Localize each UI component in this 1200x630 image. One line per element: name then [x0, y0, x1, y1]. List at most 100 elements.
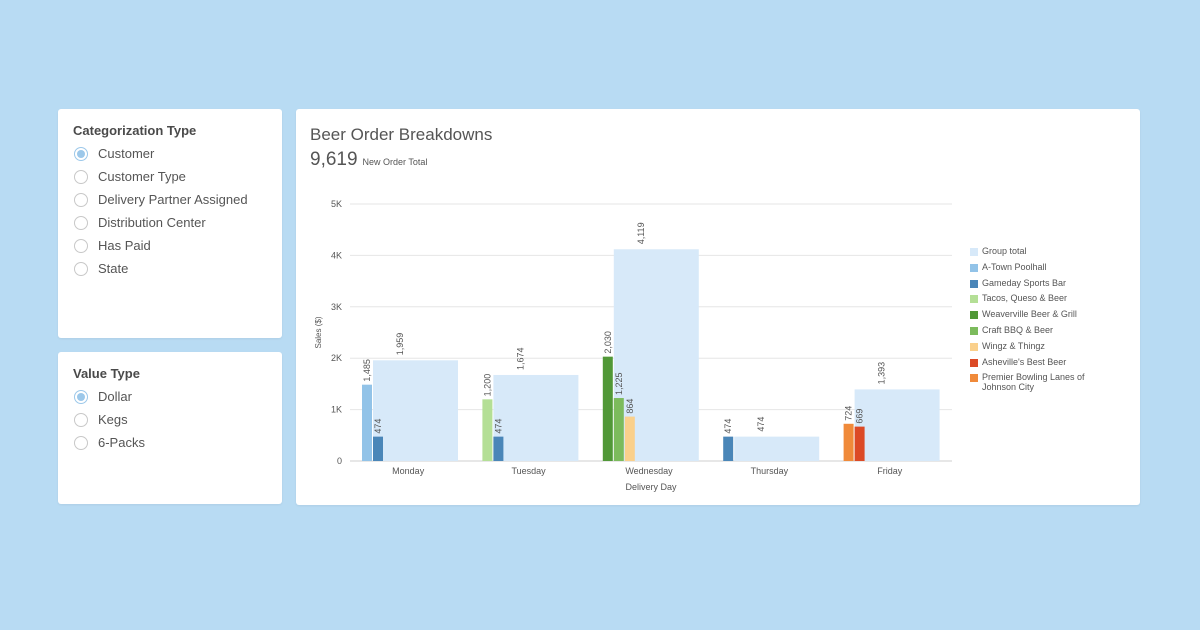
radio-button-selected[interactable] [74, 146, 88, 161]
x-tick-label: Tuesday [512, 466, 547, 476]
legend-label: Wingz & Thingz [982, 340, 1045, 351]
chart-title: Beer Order Breakdowns [310, 125, 493, 144]
bar-gameday-sports-bar-tuesday [493, 436, 504, 461]
x-tick-label: Wednesday [625, 466, 673, 476]
legend-item-tacos-queso-beer[interactable]: Tacos, Queso & Beer [970, 293, 1120, 309]
radio-button[interactable] [74, 261, 88, 276]
chart-panel: Beer Order Breakdowns 9,619 New Order To… [296, 109, 1140, 505]
y-tick-label: 5K [331, 199, 342, 209]
y-tick-label: 0 [337, 456, 342, 466]
data-label: 474 [373, 419, 383, 434]
data-label-group-total: 474 [756, 417, 766, 432]
bar-group-total-thursday [734, 436, 820, 461]
categorization-option-has-paid[interactable]: Has Paid [74, 234, 248, 257]
legend-item-gameday-sports-bar[interactable]: Gameday Sports Bar [970, 278, 1120, 294]
bar-craft-bbq-beer-wednesday [613, 398, 624, 461]
bar-weaverville-beer-grill-wednesday [602, 356, 613, 461]
radio-button[interactable] [74, 215, 88, 230]
bar-group-total-monday [373, 360, 458, 461]
radio-button[interactable] [74, 238, 88, 253]
radio-label: Dollar [98, 389, 132, 404]
legend-swatch [970, 326, 978, 335]
order-total-value: 9,619 [310, 149, 358, 170]
categorization-option-distribution-center[interactable]: Distribution Center [74, 211, 248, 234]
data-label-group-total: 4,119 [636, 222, 646, 244]
bar-group-total-tuesday [493, 374, 579, 461]
value-type-option-6-packs[interactable]: 6-Packs [74, 431, 145, 454]
data-label: 2,030 [603, 331, 613, 354]
value-type-option-dollar[interactable]: Dollar [74, 385, 145, 408]
bar-tacos-queso-beer-tuesday [482, 399, 493, 461]
bar-a-town-poolhall-monday [362, 384, 372, 461]
legend-label: Weaverville Beer & Grill [982, 309, 1077, 320]
legend-label: Craft BBQ & Beer [982, 324, 1054, 335]
bar-asheville-s-best-beer-friday [854, 426, 865, 461]
legend-swatch [970, 374, 978, 383]
categorization-option-customer-type[interactable]: Customer Type [74, 165, 248, 188]
legend-item-asheville-s-best-beer[interactable]: Asheville's Best Beer [970, 357, 1120, 373]
bar-group-total-friday [854, 389, 940, 461]
data-label: 1,225 [614, 373, 624, 396]
bar-chart: 0 1K 2K 3K 4K 5K Sales ($) Delivery Day 1,959 1,4… [314, 199, 952, 492]
radio-button[interactable] [74, 412, 88, 427]
radio-label: 6-Packs [98, 435, 145, 450]
radio-label: Distribution Center [98, 215, 206, 230]
bar-gameday-sports-bar-thursday [723, 436, 734, 461]
value-type-options: Dollar Kegs 6-Packs [74, 385, 145, 454]
legend-item-a-town-poolhall[interactable]: A-Town Poolhall [970, 262, 1120, 278]
legend-label: Tacos, Queso & Beer [982, 293, 1068, 304]
x-tick-label: Monday [392, 466, 425, 476]
x-tick-label: Thursday [751, 466, 789, 476]
radio-button[interactable] [74, 169, 88, 184]
legend-item-weaverville-beer-grill[interactable]: Weaverville Beer & Grill [970, 309, 1120, 325]
legend-swatch [970, 311, 978, 320]
data-label: 864 [625, 399, 635, 414]
categorization-options: Customer Customer Type Delivery Partner As… [74, 142, 248, 280]
legend-label: Group total [982, 246, 1027, 256]
value-type-panel: Value Type Dollar Kegs 6-Packs [58, 352, 282, 504]
radio-label: Customer [98, 146, 155, 161]
legend-label: Gameday Sports Bar [982, 277, 1067, 288]
bar-wingz-thingz-wednesday [624, 416, 635, 461]
data-label-group-total: 1,674 [515, 347, 525, 370]
legend-label: A-Town Poolhall [982, 261, 1047, 272]
legend-swatch [970, 248, 978, 256]
legend-item-group-total[interactable]: Group total [970, 246, 1120, 262]
y-tick-label: 3K [331, 302, 342, 312]
radio-button[interactable] [74, 435, 88, 450]
value-type-option-kegs[interactable]: Kegs [74, 408, 145, 431]
data-label: 669 [855, 409, 865, 424]
data-label: 724 [844, 406, 854, 421]
radio-button[interactable] [74, 192, 88, 207]
categorization-panel: Categorization Type Customer Customer Typ… [58, 109, 282, 338]
legend-swatch [970, 279, 978, 288]
legend-label: Asheville's Best Beer [982, 356, 1067, 367]
chart-legend: Group total A-Town Poolhall Gameday Sports… [970, 246, 1120, 392]
radio-label: State [98, 261, 129, 276]
legend-swatch [970, 263, 978, 272]
data-label: 474 [723, 419, 733, 434]
legend-swatch [970, 342, 978, 351]
radio-button-selected[interactable] [74, 389, 88, 404]
data-label-group-total: 1,959 [395, 333, 405, 356]
bar-premier-bowling-lanes-of-johnson-city-friday [843, 423, 854, 461]
legend-swatch [970, 295, 978, 304]
legend-item-craft-bbq-beer[interactable]: Craft BBQ & Beer [970, 325, 1120, 341]
y-tick-label: 1K [331, 405, 342, 415]
legend-item-premier-bowling-lanes-of-johnson-city[interactable]: Premier Bowling Lanes of Johnson City [970, 372, 1120, 392]
order-total: 9,619 New Order Total [310, 149, 427, 171]
y-axis-title: Sales ($) [314, 316, 323, 348]
y-tick-label: 2K [331, 353, 342, 363]
x-axis-title: Delivery Day [625, 482, 677, 492]
categorization-option-customer[interactable]: Customer [74, 142, 248, 165]
categorization-title: Categorization Type [73, 123, 197, 138]
y-tick-label: 4K [331, 250, 342, 260]
legend-item-wingz-thingz[interactable]: Wingz & Thingz [970, 341, 1120, 357]
radio-label: Delivery Partner Assigned [98, 192, 248, 207]
radio-label: Kegs [98, 412, 128, 427]
data-label: 1,200 [482, 374, 492, 397]
radio-label: Customer Type [98, 169, 186, 184]
categorization-option-state[interactable]: State [74, 257, 248, 280]
data-label: 1,485 [362, 359, 372, 382]
categorization-option-delivery-partner-assigned[interactable]: Delivery Partner Assigned [74, 188, 248, 211]
